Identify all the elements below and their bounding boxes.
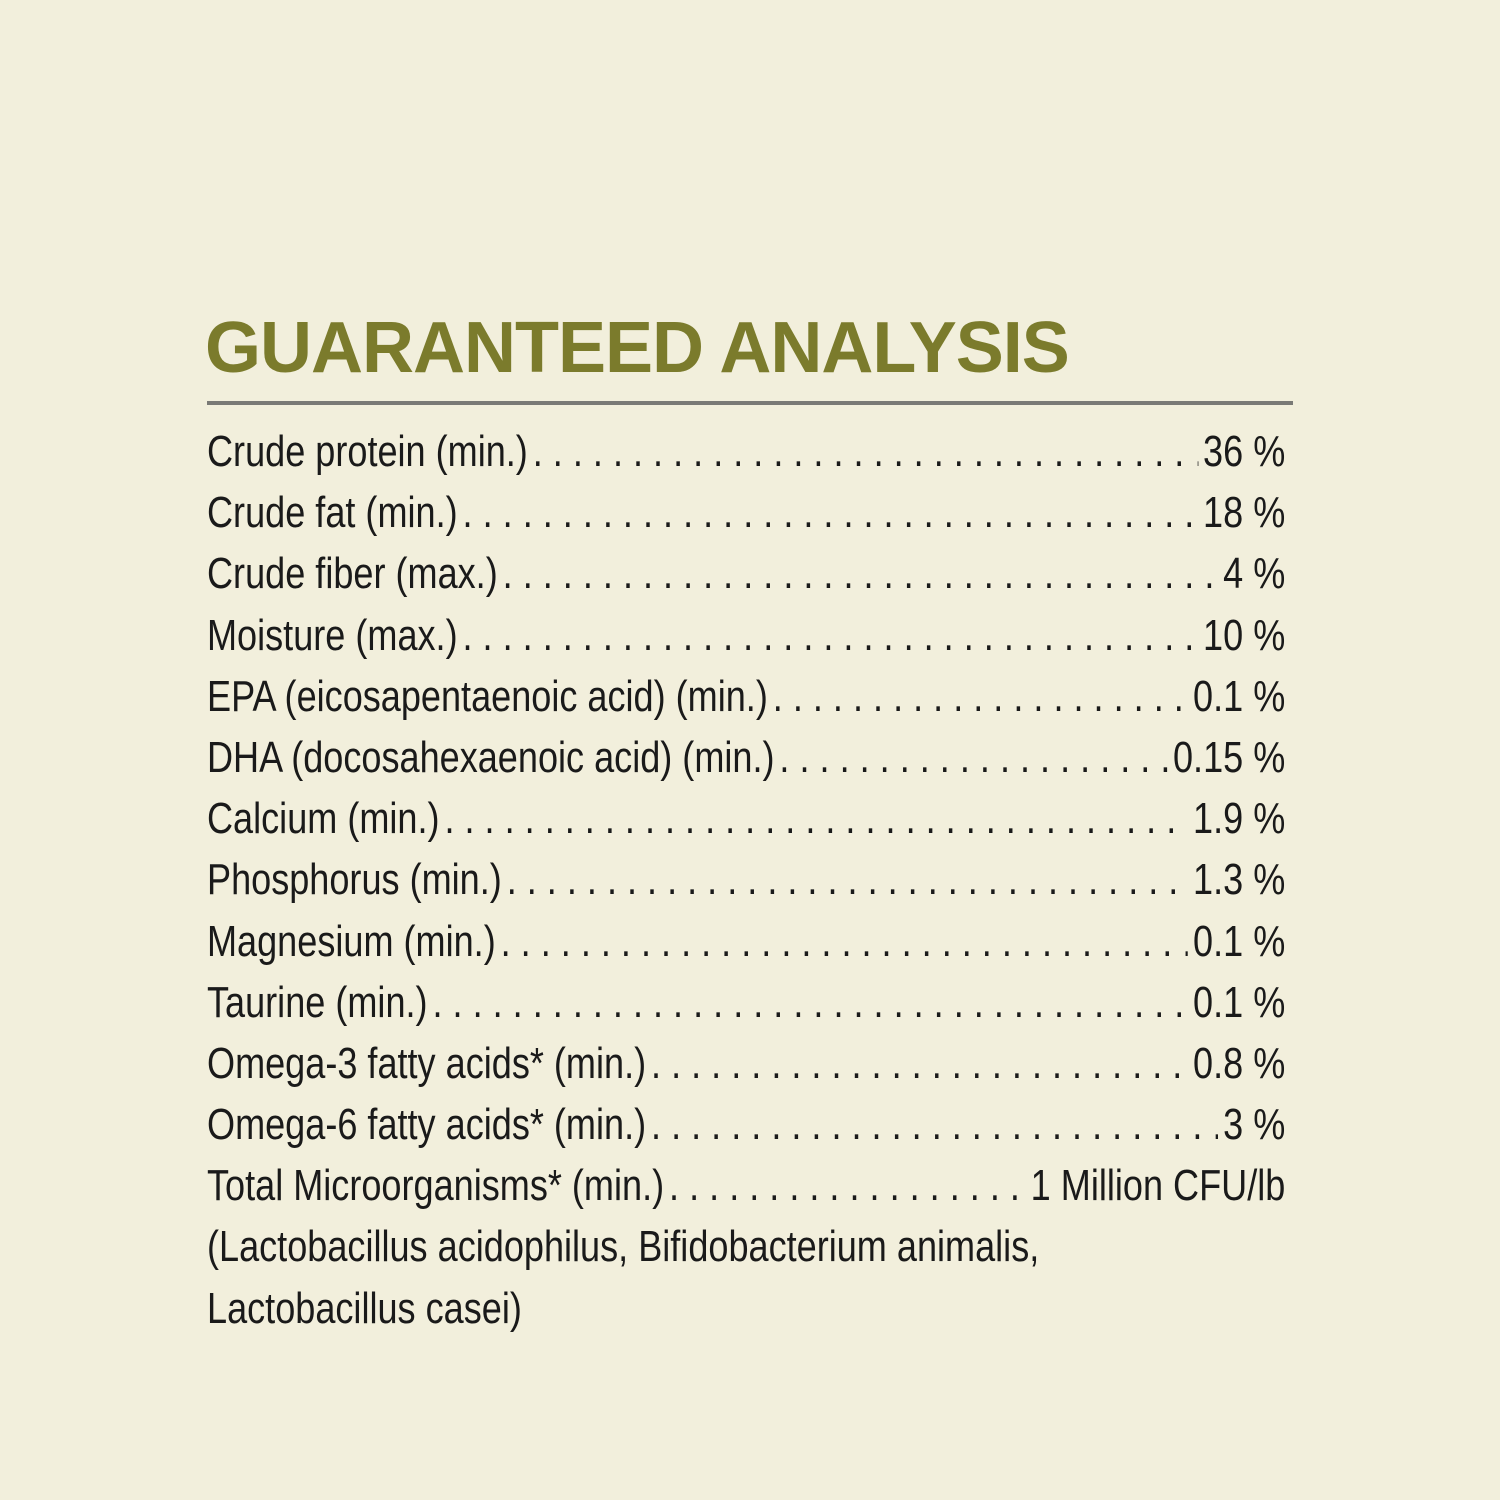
analysis-row: Calcium (min.) 1.9 % [207,788,1285,849]
nutrient-value: 0.1 % [1193,671,1286,721]
analysis-row: Moisture (max.) 10 % [207,605,1285,666]
nutrient-label: Omega-3 fatty acids* (min.) [207,1038,647,1088]
analysis-row: EPA (eicosapentaenoic acid) (min.) 0.1 % [207,666,1285,727]
nutrient-label: Omega-6 fatty acids* (min.) [207,1100,647,1150]
nutrient-value: 1.3 % [1193,855,1286,905]
dot-leader [779,727,1168,788]
analysis-row: Crude fiber (max.) 4 % [207,543,1285,604]
nutrient-value: 18 % [1203,488,1286,538]
nutrient-value: 3 % [1223,1100,1286,1150]
nutrient-value: 0.1 % [1193,916,1286,966]
nutrient-label: Crude fat (min.) [207,488,458,538]
nutrient-label: DHA (docosahexaenoic acid) (min.) [207,732,775,782]
note-line: (Lactobacillus acidophilus, Bifidobacter… [207,1222,1040,1272]
analysis-row: Omega-3 fatty acids* (min.) 0.8 % [207,1033,1285,1094]
nutrient-value: 4 % [1223,549,1286,599]
dot-leader [773,666,1188,727]
nutrient-value: 1.9 % [1193,794,1286,844]
nutrient-label: Crude fiber (max.) [207,549,498,599]
dot-leader [463,482,1199,543]
dot-leader [432,972,1188,1033]
nutrient-label: Total Microorganisms* (min.) [207,1161,665,1211]
nutrient-value: 0.15 % [1172,732,1286,782]
dot-leader [651,1094,1218,1155]
analysis-row: Crude fat (min.) 18 % [207,482,1285,543]
title-divider [207,401,1293,405]
nutrient-value: 10 % [1203,610,1286,660]
dot-leader [503,543,1219,604]
dot-leader [463,605,1199,666]
page-title: GUARANTEED ANALYSIS [205,308,1070,388]
dot-leader [501,911,1188,972]
nutrient-label: Magnesium (min.) [207,916,496,966]
dot-leader [507,849,1188,910]
nutrient-label: Taurine (min.) [207,977,428,1027]
nutrient-value: 0.1 % [1193,977,1286,1027]
nutrient-label: EPA (eicosapentaenoic acid) (min.) [207,671,768,721]
nutrient-label: Phosphorus (min.) [207,855,502,905]
dot-leader [651,1033,1188,1094]
analysis-row: Total Microorganisms* (min.) 1 Million CF… [207,1155,1285,1216]
nutrient-value: 1 Million CFU/lb [1030,1161,1286,1211]
analysis-row: Taurine (min.) 0.1 % [207,972,1285,1033]
analysis-list: Crude protein (min.) 36 % Crude fat (min.)… [207,421,1285,1339]
nutrient-value: 36 % [1203,427,1286,476]
note-line: Lactobacillus casei) [207,1283,522,1333]
nutrient-value: 0.8 % [1193,1038,1286,1088]
dot-leader [669,1155,1026,1216]
analysis-row: Omega-6 fatty acids* (min.) 3 % [207,1094,1285,1155]
analysis-row: Crude protein (min.) 36 % [207,421,1285,482]
dot-leader [533,421,1198,482]
nutrient-label: Crude protein (min.) [207,427,528,476]
dot-leader [444,788,1188,849]
analysis-row: Magnesium (min.) 0.1 % [207,911,1285,972]
nutrient-label: Moisture (max.) [207,610,458,660]
analysis-row: Phosphorus (min.) 1.3 % [207,849,1285,910]
analysis-row: DHA (docosahexaenoic acid) (min.) 0.15 % [207,727,1285,788]
nutrient-label: Calcium (min.) [207,794,440,844]
